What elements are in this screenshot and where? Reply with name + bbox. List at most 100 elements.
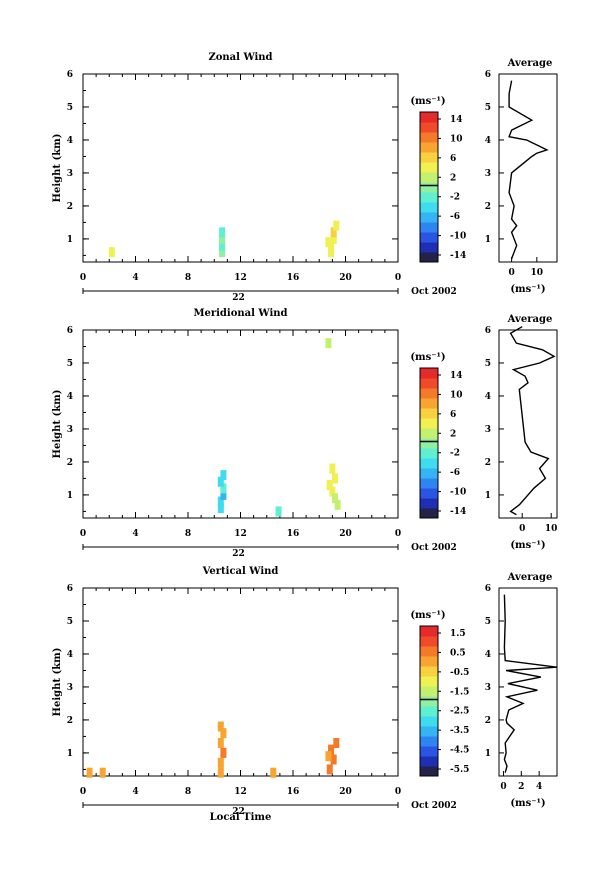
y-tick-label: 2 [67,458,73,468]
heatmap-cell [326,480,333,491]
colorbar-tick-label: 1.5 [450,629,466,639]
profile-x-tick-label: 10 [545,524,558,534]
heatmap-cell [220,489,227,500]
profile-y-tick-label: 2 [485,716,491,726]
date-label: Oct 2002 [411,287,457,297]
profile-y-tick-label: 5 [485,359,491,369]
heatmap-cell [217,738,224,749]
x-tick-label: 4 [132,787,138,797]
y-tick-label: 6 [67,70,73,80]
y-axis-label: Height (km) [52,648,63,717]
heatmap-cell [217,757,224,768]
colorbar-swatch [420,172,438,183]
heatmap-cell [219,227,226,238]
heatmap-cell [219,247,226,258]
date-mark: 22 [232,549,245,559]
y-tick-label: 3 [67,169,73,179]
profile-x-label: (ms⁻¹) [510,284,545,295]
colorbar-swatch [420,478,438,489]
colorbar-frame [419,367,439,519]
profile-x-tick-label: 0 [508,268,514,278]
colorbar-tick-label: -10 [450,232,466,242]
x-axis-label: Local Time [210,812,272,823]
colorbar-swatch [420,122,438,133]
colorbar-swatch [420,408,438,419]
y-axis-label: Height (km) [52,390,63,459]
x-tick-label: 20 [339,273,352,283]
colorbar-swatch [420,766,438,777]
profile-x-tick-label: 0 [500,782,506,792]
colorbar-tick-label: -2 [450,449,460,459]
heatmap-cell [332,493,338,504]
heatmap-cell [325,237,332,248]
colorbar-swatch [420,368,438,379]
heatmap-cell [220,470,227,481]
x-tick-label: 16 [287,787,300,797]
x-tick-label: 8 [185,273,191,283]
colorbar-swatch [420,428,438,439]
colorbar-tick-label: -4.5 [450,746,469,756]
y-tick-label: 5 [67,617,73,627]
x-tick-label: 8 [185,787,191,797]
colorbar-swatch [420,656,438,667]
x-tick-label: 4 [132,273,138,283]
colorbar-tick-label: -1.5 [450,687,469,697]
y-tick-label: 2 [67,202,73,212]
heatmap-cell [329,486,336,497]
panel-title: Vertical Wind [202,566,279,577]
colorbar-tick-label: -14 [450,251,466,261]
plot-frame [82,73,399,263]
colorbar-swatch [420,706,438,717]
colorbar-swatch [420,746,438,757]
profile-x-label: (ms⁻¹) [510,798,545,809]
heatmap-cell [325,751,332,762]
colorbar-tick-label: -0.5 [450,668,469,678]
y-tick-label: 4 [67,650,73,660]
colorbar-swatch [420,666,438,677]
colorbar-swatch [420,418,438,429]
heatmap-cell [220,747,227,758]
plot-frame [82,587,399,777]
heatmap-cell [220,483,227,494]
colorbar-swatch [420,448,438,459]
colorbar-swatch [420,252,438,263]
colorbar-tick-label: -2.5 [450,707,469,717]
profile-frame [498,73,558,263]
heatmap-cell [328,247,335,258]
colorbar-swatch [420,378,438,389]
x-tick-label: 12 [234,273,247,283]
heatmap-cell [330,754,337,765]
colorbar-tick-label: 0.5 [450,648,466,658]
x-tick-label: 4 [132,529,138,539]
profile-y-tick-label: 6 [485,70,491,80]
x-tick-label: 0 [80,787,86,797]
heatmap-cell [108,247,115,258]
x-tick-label: 0 [395,787,401,797]
profile-x-tick-label: 4 [536,782,542,792]
colorbar-tick-label: -14 [450,507,466,517]
colorbar-tick-label: -10 [450,488,466,498]
colorbar-swatch [420,498,438,509]
x-tick-label: 12 [234,787,247,797]
profile-y-tick-label: 4 [485,136,491,146]
profile-x-tick-label: 0 [519,524,525,534]
profile-y-tick-label: 3 [485,425,491,435]
y-tick-label: 6 [67,326,73,336]
profile-y-tick-label: 2 [485,458,491,468]
colorbar-tick-label: 14 [450,371,463,381]
heatmap-cell [217,503,224,514]
x-tick-label: 0 [80,273,86,283]
colorbar-frame [419,111,439,263]
heatmap-cell [217,476,224,487]
y-tick-label: 4 [67,392,73,402]
colorbar-tick-label: 2 [450,429,456,439]
x-tick-label: 16 [287,273,300,283]
colorbar-swatch [420,132,438,143]
colorbar-tick-label: 6 [450,410,456,420]
panel-title: Meridional Wind [193,308,287,319]
heatmap-cell [330,227,337,238]
